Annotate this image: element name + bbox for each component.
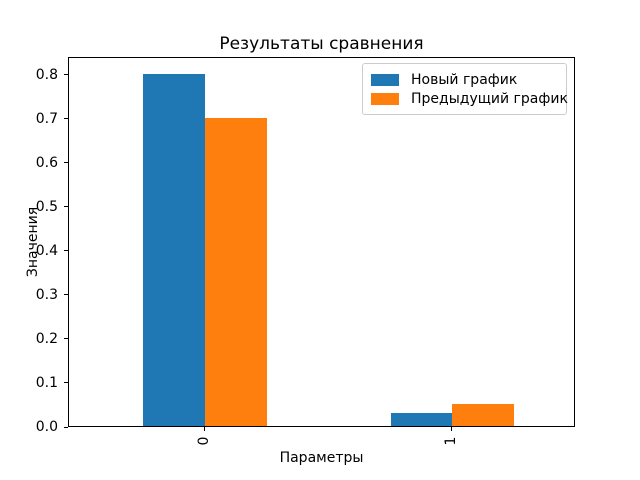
- y-tick-mark: [64, 74, 68, 76]
- y-tick-label: 0.1: [35, 374, 58, 391]
- bar-series1-cat1: [452, 403, 515, 426]
- legend-item-new: Новый график: [371, 70, 558, 89]
- y-tick-label: 0.5: [35, 198, 58, 215]
- legend: Новый график Предыдущий график: [362, 63, 568, 115]
- y-tick-mark: [64, 426, 68, 428]
- y-tick-mark: [64, 338, 68, 340]
- x-tick-mark: [203, 427, 205, 431]
- y-tick-mark: [64, 118, 68, 120]
- x-tick-mark: [450, 427, 452, 431]
- y-tick-label: 0.4: [35, 242, 58, 259]
- bar-series1-cat0: [205, 117, 267, 426]
- bar-series0-cat1: [390, 412, 453, 426]
- bar-series0-cat0: [143, 73, 206, 426]
- y-tick-mark: [64, 294, 68, 296]
- y-axis-label: Значения: [25, 206, 41, 278]
- y-tick-label: 0.7: [35, 110, 58, 127]
- x-axis-label: Параметры: [279, 450, 364, 466]
- chart-title: Результаты сравнения: [219, 34, 424, 54]
- x-tick-label: 0: [196, 436, 213, 446]
- x-tick-label: 1: [443, 436, 460, 446]
- y-tick-mark: [64, 250, 68, 252]
- legend-label-previous: Предыдущий график: [411, 90, 568, 107]
- legend-swatch-previous: [371, 92, 399, 105]
- y-tick-label: 0.6: [35, 154, 58, 171]
- y-tick-mark: [64, 162, 68, 164]
- legend-label-new: Новый график: [411, 71, 518, 88]
- y-tick-mark: [64, 206, 68, 208]
- y-tick-mark: [64, 382, 68, 384]
- legend-item-previous: Предыдущий график: [371, 89, 568, 108]
- y-tick-label: 0.0: [35, 419, 58, 435]
- y-tick-label: 0.8: [35, 66, 58, 83]
- y-tick-label: 0.2: [35, 330, 58, 347]
- y-tick-label: 0.3: [35, 286, 58, 303]
- plot-area: [68, 57, 575, 427]
- legend-swatch-new: [371, 73, 399, 86]
